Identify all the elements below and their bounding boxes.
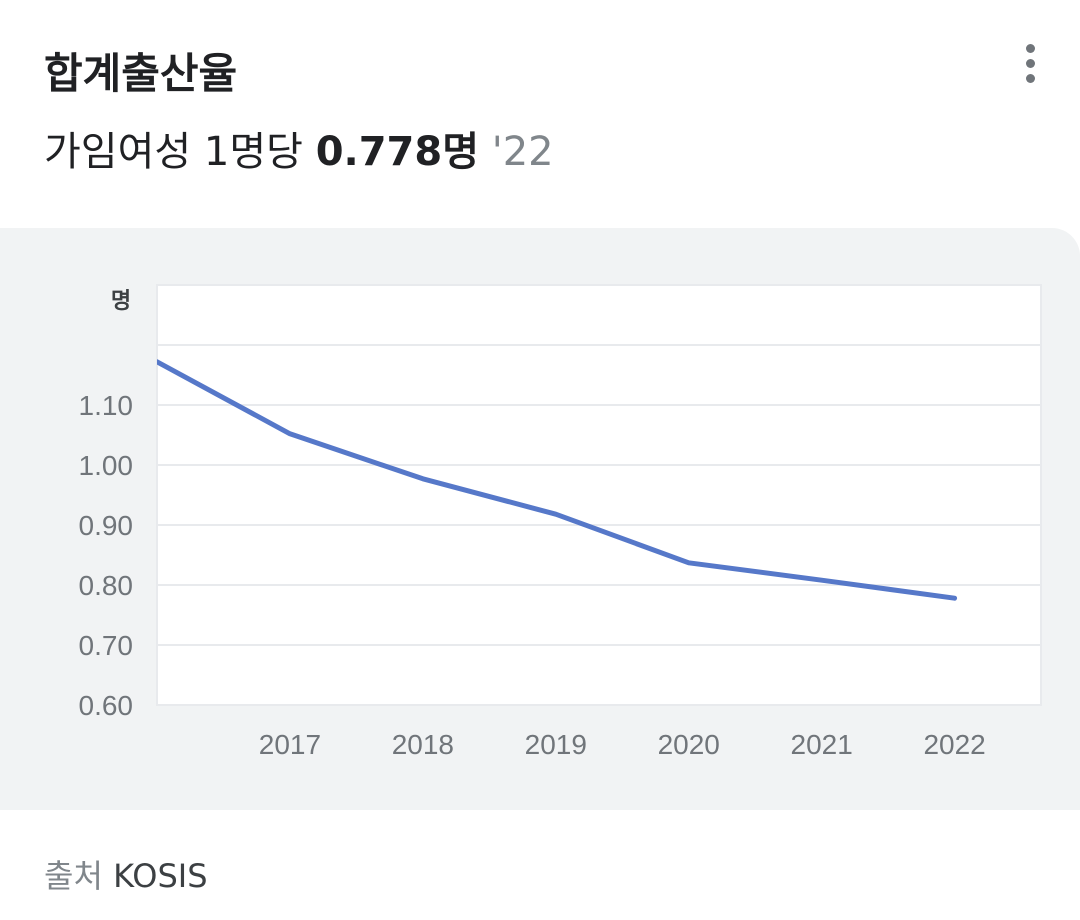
x-tick-label: 2019 bbox=[525, 729, 587, 760]
y-unit-label: 명 bbox=[111, 289, 131, 314]
page-title: 합계출산율 bbox=[44, 49, 238, 98]
more-vert-dot bbox=[1026, 44, 1035, 53]
x-tick-label: 2018 bbox=[392, 729, 454, 760]
summary-value: 0.778명 bbox=[315, 129, 480, 175]
more-options-button[interactable] bbox=[1008, 38, 1054, 90]
chart-panel: 0.60 0.70 0.80 0.90 1.00 1.10 명 2017 2018 2019 202… bbox=[0, 228, 1080, 810]
more-vert-dot bbox=[1026, 74, 1035, 83]
summary-year: '22 bbox=[491, 129, 554, 175]
summary-prefix: 가임여성 1명당 bbox=[44, 129, 303, 175]
x-tick-label: 2021 bbox=[791, 729, 853, 760]
more-vert-dot bbox=[1026, 59, 1035, 68]
line-chart: 0.60 0.70 0.80 0.90 1.00 1.10 명 2017 2018 2019 202… bbox=[79, 284, 1042, 760]
y-tick-label: 0.90 bbox=[79, 510, 134, 541]
x-tick-label: 2017 bbox=[259, 729, 321, 760]
y-tick-label: 0.60 bbox=[79, 690, 134, 721]
y-tick-label: 0.80 bbox=[79, 570, 134, 601]
x-tick-label: 2022 bbox=[923, 729, 985, 760]
y-tick-label: 0.70 bbox=[79, 630, 134, 661]
y-tick-label: 1.10 bbox=[79, 390, 134, 421]
series-line bbox=[157, 359, 958, 601]
source-link[interactable]: KOSIS bbox=[113, 857, 208, 895]
source-attribution: 출처 KOSIS bbox=[44, 850, 208, 902]
summary-line: 가임여성 1명당 0.778명 '22 bbox=[44, 122, 554, 182]
y-tick-label: 1.00 bbox=[79, 450, 134, 481]
x-tick-label: 2020 bbox=[658, 729, 720, 760]
source-label: 출처 bbox=[44, 857, 103, 895]
plot-area bbox=[156, 284, 1042, 706]
